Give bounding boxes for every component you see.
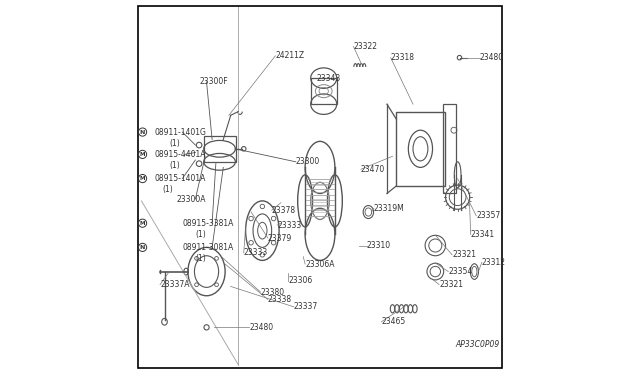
Text: 23321: 23321 — [439, 280, 463, 289]
Text: 24211Z: 24211Z — [275, 51, 305, 60]
Text: 23300: 23300 — [296, 157, 320, 166]
Text: AP33C0P09: AP33C0P09 — [456, 340, 500, 349]
Text: 23341: 23341 — [470, 230, 495, 239]
Text: M: M — [140, 221, 145, 226]
Text: (1): (1) — [195, 230, 206, 239]
Text: (1): (1) — [162, 185, 173, 194]
Text: 08915-1401A: 08915-1401A — [154, 174, 206, 183]
Text: 23378: 23378 — [271, 206, 296, 215]
Text: 23338: 23338 — [268, 295, 292, 304]
Text: N: N — [140, 129, 145, 135]
Text: 23480: 23480 — [250, 323, 273, 332]
Bar — [310, 78, 337, 104]
Text: 23300A: 23300A — [177, 195, 206, 203]
Text: 23480: 23480 — [480, 53, 504, 62]
Text: 23312: 23312 — [482, 258, 506, 267]
Text: (1): (1) — [170, 161, 180, 170]
Text: 23343: 23343 — [316, 74, 340, 83]
Text: 23310: 23310 — [367, 241, 390, 250]
Text: 23300F: 23300F — [199, 77, 228, 86]
Text: 23337: 23337 — [294, 302, 318, 311]
Text: 23319M: 23319M — [374, 204, 404, 213]
Text: 23333: 23333 — [244, 248, 268, 257]
Text: M: M — [140, 152, 145, 157]
Text: 23337A: 23337A — [160, 280, 189, 289]
Text: 23306A: 23306A — [305, 260, 335, 269]
Text: 23318: 23318 — [390, 53, 415, 62]
Text: 08915-3381A: 08915-3381A — [182, 219, 234, 228]
Text: 23380: 23380 — [260, 288, 285, 296]
Text: N: N — [140, 245, 145, 250]
Text: 23321: 23321 — [452, 250, 476, 259]
Bar — [396, 112, 445, 186]
Text: M: M — [140, 176, 145, 181]
Text: (1): (1) — [170, 139, 180, 148]
Text: 08911-3081A: 08911-3081A — [182, 243, 234, 252]
Text: 23357: 23357 — [476, 211, 500, 220]
Text: 23470: 23470 — [361, 165, 385, 174]
Text: 23306: 23306 — [289, 276, 312, 285]
Text: 23354: 23354 — [449, 267, 472, 276]
Text: 23465: 23465 — [381, 317, 406, 326]
Text: (1): (1) — [195, 254, 206, 263]
Text: 08915-4401A: 08915-4401A — [154, 150, 206, 159]
Text: 23322: 23322 — [353, 42, 378, 51]
Bar — [204, 136, 236, 162]
Text: 08911-1401G: 08911-1401G — [154, 128, 206, 137]
Bar — [443, 104, 456, 193]
Text: 23379: 23379 — [268, 234, 292, 243]
Text: 23333: 23333 — [277, 221, 301, 230]
